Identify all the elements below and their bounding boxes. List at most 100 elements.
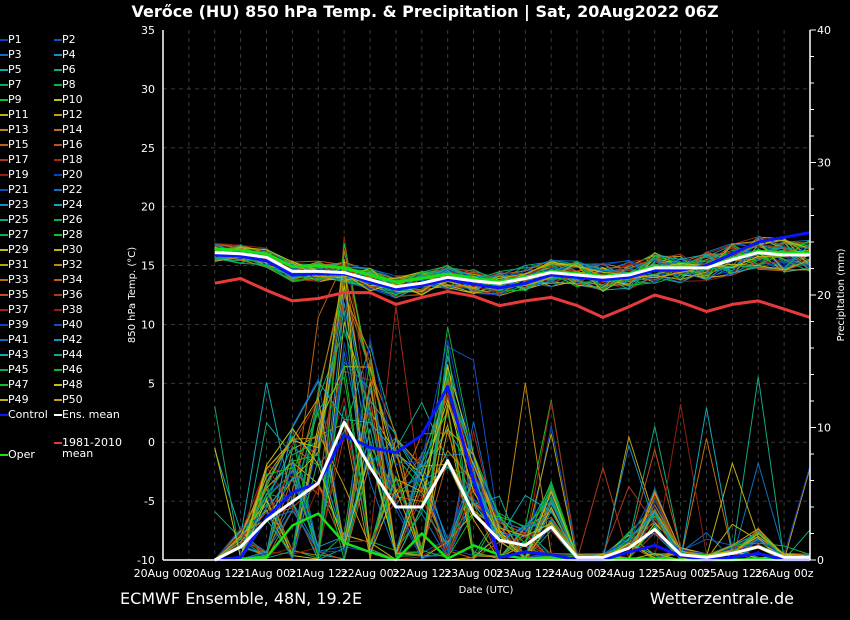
legend-label: P16 [62, 138, 83, 151]
legend-label: P49 [8, 393, 29, 406]
legend-label: P1 [8, 33, 22, 46]
legend-item-p2: P2 [54, 34, 76, 46]
legend-label: P32 [62, 258, 83, 271]
legend-label: P11 [8, 108, 29, 121]
legend-item-p7: P7 [0, 79, 22, 91]
legend-label: P46 [62, 363, 83, 376]
legend-label: P8 [62, 78, 76, 91]
y-tick-label-right: 20 [817, 289, 831, 302]
y-axis-right-label: Precipitation (mm) [836, 248, 847, 341]
legend-item-p49: P49 [0, 394, 29, 406]
y-tick-label-right: 0 [817, 554, 824, 567]
legend-item-p3: P3 [0, 49, 22, 61]
legend-label: P36 [62, 288, 83, 301]
legend-label: P50 [62, 393, 83, 406]
legend-item-p1: P1 [0, 34, 22, 46]
legend-label: P23 [8, 198, 29, 211]
legend-swatch [0, 279, 8, 281]
legend-swatch [54, 144, 62, 146]
ens-mean-precip-line [214, 420, 810, 562]
legend-label: P6 [62, 63, 76, 76]
legend-item-p36: P36 [54, 289, 83, 301]
legend-item-p37: P37 [0, 304, 29, 316]
legend-swatch [54, 189, 62, 191]
ens-mean-temp-line [214, 251, 810, 289]
legend-item-p41: P41 [0, 334, 29, 346]
legend-swatch [0, 384, 8, 386]
legend-item-p29: P29 [0, 244, 29, 256]
legend-label: P40 [62, 318, 83, 331]
plot-area [163, 30, 810, 560]
legend-swatch [54, 264, 62, 266]
legend-swatch [0, 144, 8, 146]
x-tick-label: 20Aug 00z [134, 567, 193, 580]
x-tick-label: 23Aug 00z [444, 567, 503, 580]
legend-label: P9 [8, 93, 22, 106]
legend-swatch [0, 219, 8, 221]
x-tick-label: 22Aug 00z [341, 567, 400, 580]
legend-item-ens-mean: Ens. mean [54, 409, 120, 421]
legend-item-p17: P17 [0, 154, 29, 166]
legend-item-p18: P18 [54, 154, 83, 166]
legend-swatch [0, 39, 8, 41]
legend-item-p43: P43 [0, 349, 29, 361]
legend-label: P18 [62, 153, 83, 166]
legend-label: P42 [62, 333, 83, 346]
legend-swatch [0, 294, 8, 296]
x-tick-label: 24Aug 12z [599, 567, 658, 580]
legend-swatch [0, 174, 8, 176]
legend-item-p26: P26 [54, 214, 83, 226]
legend-label: P33 [8, 273, 29, 286]
legend-item-p13: P13 [0, 124, 29, 136]
y-tick-label-left: 25 [141, 142, 155, 155]
legend-item-p39: P39 [0, 319, 29, 331]
legend-item-p24: P24 [54, 199, 83, 211]
y-tick-label-left: 5 [148, 377, 155, 390]
legend-swatch [0, 99, 8, 101]
y-tick-label-right: 40 [817, 24, 831, 37]
legend-swatch [54, 279, 62, 281]
legend-item-p20: P20 [54, 169, 83, 181]
legend-label: P26 [62, 213, 83, 226]
x-tick-label: 22Aug 12z [392, 567, 451, 580]
legend-item-climate-mean: 1981-2010 mean [54, 437, 132, 459]
legend-item-p22: P22 [54, 184, 83, 196]
member-precip-p43 [214, 380, 811, 561]
legend-swatch [0, 204, 8, 206]
legend-swatch [54, 99, 62, 101]
legend-label: Oper [8, 448, 35, 461]
legend-item-p28: P28 [54, 229, 83, 241]
legend-label: P7 [8, 78, 22, 91]
legend-swatch [0, 324, 8, 326]
legend-swatch [54, 219, 62, 221]
y-tick-label-left: -10 [137, 554, 155, 567]
legend-swatch [54, 69, 62, 71]
y-tick-label-left: 0 [148, 436, 155, 449]
legend-swatch [0, 114, 8, 116]
legend-label: P15 [8, 138, 29, 151]
legend-swatch [54, 174, 62, 176]
legend-label: P41 [8, 333, 29, 346]
legend-item-p14: P14 [54, 124, 83, 136]
footer-site: Wetterzentrale.de [649, 589, 794, 608]
legend-item-p33: P33 [0, 274, 29, 286]
legend-label: P17 [8, 153, 29, 166]
legend-swatch [54, 414, 62, 416]
legend-item-p48: P48 [54, 379, 83, 391]
legend-swatch [54, 234, 62, 236]
control-temp-line [214, 231, 811, 291]
legend-label: P44 [62, 348, 83, 361]
legend-label: P39 [8, 318, 29, 331]
legend-swatch [54, 369, 62, 371]
x-tick-label: 24Aug 00z [548, 567, 607, 580]
climate-mean-temp-line [214, 277, 811, 319]
legend-label: P21 [8, 183, 29, 196]
legend-label: P30 [62, 243, 83, 256]
legend-item-p10: P10 [54, 94, 83, 106]
legend-item-oper: Oper [0, 449, 35, 461]
legend-label: P12 [62, 108, 83, 121]
legend-label: P37 [8, 303, 29, 316]
legend-swatch [54, 129, 62, 131]
x-tick-label: 21Aug 00z [237, 567, 296, 580]
legend-item-p35: P35 [0, 289, 29, 301]
